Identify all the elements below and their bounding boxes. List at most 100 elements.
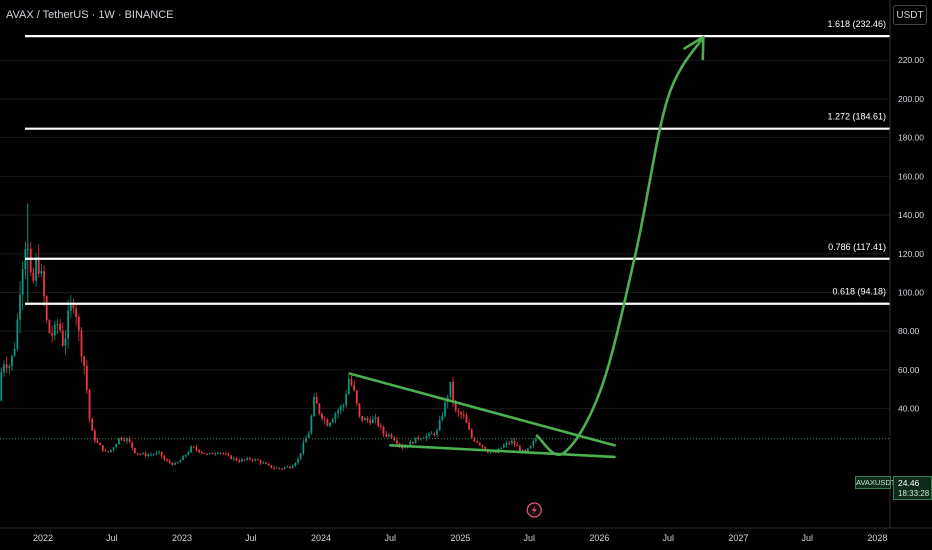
candle-body (64, 338, 67, 346)
projection-arrow-drawing[interactable] (535, 35, 705, 456)
candle-body (387, 434, 390, 436)
time-tick-label: 2023 (172, 533, 192, 543)
candle-body (182, 456, 184, 461)
symbol-title[interactable]: AVAX / TetherUS · 1W · BINANCE (6, 9, 174, 21)
candle-body (123, 439, 126, 441)
candle-body (438, 419, 441, 431)
time-axis[interactable]: 2022 Jul 2023 Jul 2024 Jul 2025 Jul 2026 Jul 2027 J… (33, 533, 887, 543)
candle-body (37, 258, 40, 274)
candle-body (238, 460, 241, 462)
candle-body (174, 463, 176, 465)
candle-body (374, 417, 377, 420)
candle-body (342, 405, 345, 407)
candle-body (206, 453, 208, 455)
candle-body (337, 410, 339, 414)
candle-body (51, 333, 53, 336)
candle-body (393, 437, 396, 441)
time-tick-label: 2025 (450, 533, 470, 543)
candle-body (457, 410, 460, 413)
candle-body (99, 442, 102, 446)
candle-body (355, 390, 358, 404)
candle-body (101, 445, 104, 451)
candle-body (214, 453, 217, 455)
time-tick-label: Jul (385, 533, 397, 543)
price-tick-label: 80.00 (898, 326, 920, 336)
price-axis[interactable]: 220.00 200.00 180.00 160.00 140.00 120.00 100.… (898, 55, 924, 413)
candle-body (198, 449, 200, 453)
candle-body (19, 294, 21, 320)
candle-body (16, 319, 19, 349)
time-tick-label: Jul (106, 533, 118, 543)
candle-body (104, 450, 107, 452)
candle-body (390, 434, 393, 438)
fib-level-label: 0.786 (117.41) (828, 242, 886, 252)
candle-body (13, 348, 16, 356)
price-tick-label: 40.00 (898, 404, 920, 414)
candle-body (436, 430, 438, 435)
candle-body (208, 453, 211, 455)
wedge-upper-trendline (349, 372, 616, 447)
candle-body (29, 248, 32, 273)
price-tick-label: 140.00 (898, 210, 924, 220)
candle-body (216, 452, 219, 454)
price-tick-label: 180.00 (898, 133, 924, 143)
falling-wedge-drawing[interactable] (349, 372, 616, 459)
last-price-label: 24.46 18:33:28 (893, 476, 932, 500)
candle-body (302, 442, 305, 454)
candle-body (396, 440, 398, 444)
candle-body (444, 402, 446, 416)
candle-body (505, 442, 508, 445)
candle-body (286, 466, 289, 468)
candle-body (77, 316, 80, 331)
candle-body (179, 460, 182, 463)
candle-body (460, 412, 462, 415)
candle-body (518, 446, 521, 451)
candle-body (11, 355, 13, 367)
candle-body (56, 323, 59, 325)
candle-body (267, 463, 270, 466)
candle-body (93, 430, 96, 441)
candle-body (369, 420, 372, 424)
candle-body (535, 438, 537, 442)
lightning-marker-icon[interactable] (526, 502, 542, 518)
candle-body (69, 303, 72, 311)
currency-button[interactable]: USDT (893, 5, 927, 25)
candle-body (200, 452, 203, 454)
candle-body (203, 452, 206, 454)
wedge-lower-trendline (389, 444, 616, 459)
candle-body (500, 447, 503, 449)
time-tick-label: Jul (663, 533, 675, 543)
candle-body (0, 372, 3, 401)
bar-countdown: 18:33:28 (898, 489, 930, 498)
candle-body (363, 418, 366, 421)
candle-body (139, 454, 142, 455)
candle-body (307, 433, 310, 438)
candle-body (257, 459, 259, 461)
candle-body (476, 441, 478, 443)
candle-body (187, 452, 190, 455)
candle-body (353, 384, 356, 391)
candle-body (168, 460, 171, 463)
candle-body (334, 413, 337, 420)
candle-body (232, 458, 235, 459)
fibonacci-levels[interactable]: 1.618 (232.46) 1.272 (184.61) 0.786 (117.4… (25, 19, 890, 305)
candle-body (323, 418, 326, 420)
price-tick-label: 160.00 (898, 171, 924, 181)
candle-body (259, 460, 262, 464)
candle-body (294, 462, 297, 466)
candle-body (192, 446, 195, 448)
candle-body (248, 458, 251, 460)
candle-body (128, 438, 131, 442)
candle-body (305, 437, 307, 443)
candle-body (347, 378, 350, 395)
price-tick-label: 220.00 (898, 55, 924, 65)
candle-body (262, 462, 265, 464)
candle-body (502, 444, 505, 448)
candle-body (40, 270, 43, 274)
candle-body (425, 435, 428, 439)
candle-body (382, 427, 385, 435)
candle-body (222, 452, 225, 454)
candle-body (420, 438, 422, 440)
candle-body (326, 419, 329, 427)
